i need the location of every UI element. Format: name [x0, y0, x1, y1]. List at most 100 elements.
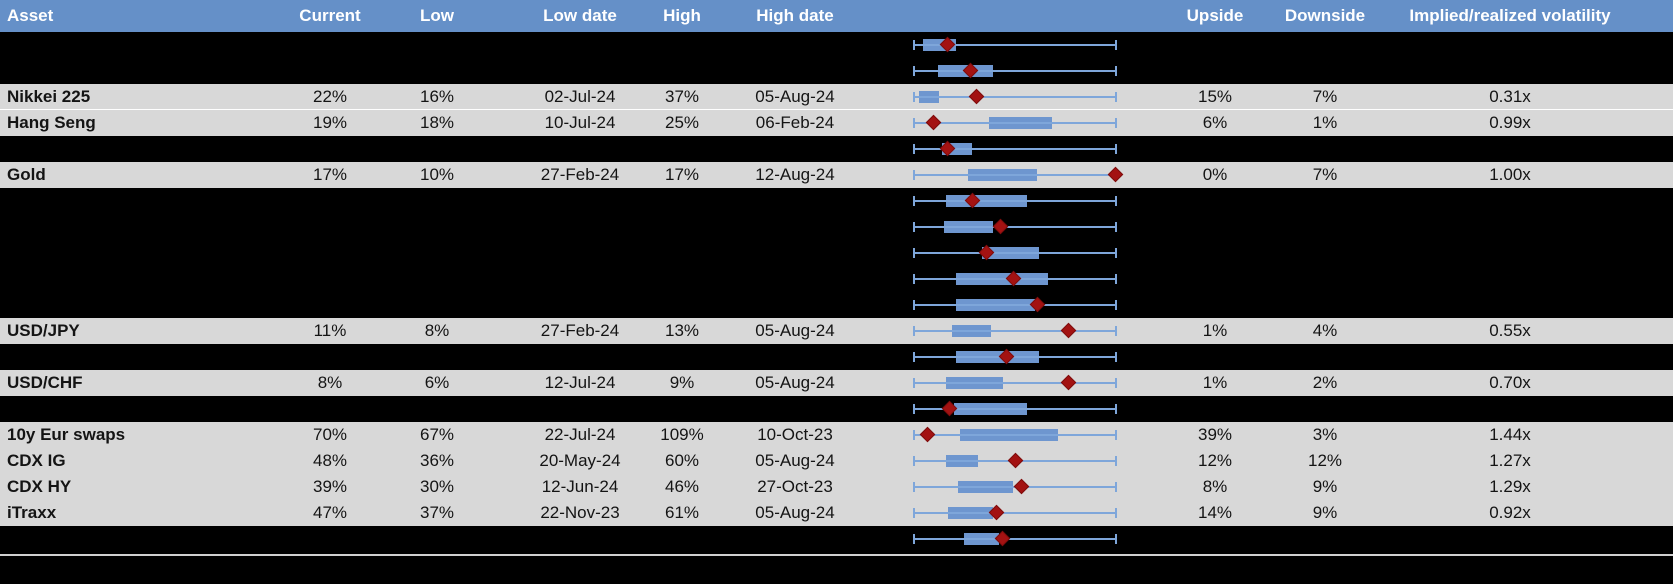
column-header-high-date: High date: [756, 6, 834, 25]
whisker-cap-left: [913, 274, 915, 284]
high-date-cell: [723, 58, 867, 84]
current-cell: [270, 292, 390, 318]
range-chart: [913, 292, 1117, 318]
upside-cell: [1155, 58, 1275, 84]
implied-realized-cell: 0.92x: [1489, 503, 1531, 522]
whisker-line: [913, 44, 1117, 46]
implied-realized-cell: 1.00x: [1489, 165, 1531, 184]
whisker-cap-right: [1115, 248, 1117, 258]
current-cell: 70%: [312, 425, 348, 444]
asset-cell: [7, 32, 277, 58]
current-cell: [270, 526, 390, 552]
low-cell: 10%: [419, 165, 455, 184]
implied-realized-cell: [1388, 136, 1632, 162]
whisker-line: [913, 96, 1117, 98]
table-row: USD/CHF 8% 6% 12-Jul-24 9% 05-Aug-24 1% …: [0, 370, 1673, 396]
low-cell: [377, 240, 497, 266]
current-marker-diamond: [1060, 374, 1076, 391]
asset-cell: [7, 526, 277, 552]
range-chart: [913, 240, 1117, 266]
high-date-cell: 06-Feb-24: [755, 113, 835, 132]
downside-cell: 7%: [1312, 165, 1338, 184]
high-date-cell: 05-Aug-24: [755, 373, 835, 392]
whisker-cap-right: [1115, 404, 1117, 414]
asset-cell: [7, 344, 277, 370]
current-cell: 19%: [312, 113, 348, 132]
whisker-cap-left: [913, 222, 915, 232]
current-cell: 17%: [312, 165, 348, 184]
current-cell: 47%: [312, 503, 348, 522]
column-header-downside: Downside: [1284, 6, 1366, 25]
range-chart: [913, 448, 1117, 474]
low-date-cell: [512, 396, 648, 422]
implied-realized-cell: 0.55x: [1489, 321, 1531, 340]
current-cell: [270, 136, 390, 162]
upside-cell: 0%: [1202, 165, 1228, 184]
whisker-cap-right: [1115, 222, 1117, 232]
low-date-cell: 12-Jun-24: [541, 477, 619, 496]
table-row: [0, 266, 1673, 292]
current-cell: 39%: [312, 477, 348, 496]
column-header-low: Low: [420, 6, 454, 25]
current-marker-diamond: [919, 426, 936, 443]
whisker-cap-left: [913, 118, 915, 128]
asset-cell: CDX HY: [7, 477, 72, 496]
asset-cell: [7, 188, 277, 214]
table-row: Nikkei 225 22% 16% 02-Jul-24 37% 05-Aug-…: [0, 84, 1673, 110]
current-marker-diamond: [1107, 166, 1123, 183]
range-chart: [913, 266, 1117, 292]
table-row: USD/JPY 11% 8% 27-Feb-24 13% 05-Aug-24 1…: [0, 318, 1673, 344]
high-cell: 13%: [664, 321, 700, 340]
low-cell: 37%: [419, 503, 455, 522]
high-cell: [630, 214, 734, 240]
range-chart: [913, 500, 1117, 526]
whisker-cap-right: [1115, 300, 1117, 310]
column-header-implied-realized-volatility: Implied/realized volatility: [1409, 6, 1611, 25]
range-chart: [913, 84, 1117, 110]
table-row: [0, 396, 1673, 422]
downside-cell: [1265, 526, 1385, 552]
whisker-cap-left: [913, 378, 915, 388]
high-cell: 25%: [664, 113, 700, 132]
low-cell: 16%: [419, 87, 455, 106]
table-row: [0, 188, 1673, 214]
whisker-cap-right: [1115, 144, 1117, 154]
whisker-cap-right: [1115, 456, 1117, 466]
asset-cell: [7, 240, 277, 266]
table-row: CDX IG 48% 36% 20-May-24 60% 05-Aug-24 1…: [0, 448, 1673, 474]
current-marker-diamond: [992, 218, 1009, 235]
high-date-cell: 05-Aug-24: [755, 503, 835, 522]
high-cell: 9%: [669, 373, 695, 392]
range-chart: [913, 396, 1117, 422]
implied-realized-cell: [1388, 32, 1632, 58]
implied-realized-cell: [1388, 526, 1632, 552]
low-cell: [377, 344, 497, 370]
whisker-line: [913, 252, 1117, 254]
downside-cell: 9%: [1312, 503, 1338, 522]
whisker-cap-left: [913, 144, 915, 154]
asset-cell: Hang Seng: [7, 113, 96, 132]
table-row: Hang Seng 19% 18% 10-Jul-24 25% 06-Feb-2…: [0, 110, 1673, 136]
downside-cell: [1265, 266, 1385, 292]
current-marker-diamond: [968, 88, 984, 105]
downside-cell: [1265, 344, 1385, 370]
high-date-cell: [723, 396, 867, 422]
range-chart: [913, 58, 1117, 84]
high-date-cell: [723, 214, 867, 240]
low-date-cell: 27-Feb-24: [540, 321, 620, 340]
high-cell: [630, 32, 734, 58]
low-cell: [377, 32, 497, 58]
high-cell: [630, 526, 734, 552]
table-body: Nikkei 225 22% 16% 02-Jul-24 37% 05-Aug-…: [0, 32, 1673, 552]
table-header-row: Asset Current Low Low date High High dat…: [0, 0, 1673, 32]
whisker-line: [913, 70, 1117, 72]
table-row: [0, 526, 1673, 552]
implied-realized-cell: 1.27x: [1489, 451, 1531, 470]
implied-realized-cell: 0.70x: [1489, 373, 1531, 392]
whisker-line: [913, 174, 1117, 176]
low-date-cell: 22-Nov-23: [540, 503, 620, 522]
low-cell: [377, 526, 497, 552]
implied-realized-cell: 1.29x: [1489, 477, 1531, 496]
low-date-cell: [512, 58, 648, 84]
whisker-line: [913, 512, 1117, 514]
